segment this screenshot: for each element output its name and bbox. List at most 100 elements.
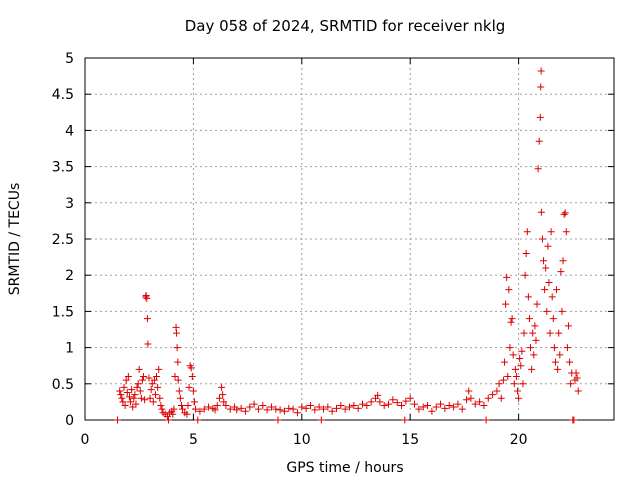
data-point — [148, 380, 156, 388]
data-point — [476, 398, 484, 406]
data-point — [129, 403, 137, 411]
data-point — [374, 391, 382, 399]
data-point — [211, 406, 219, 414]
data-point — [237, 404, 245, 412]
x-tick-labels: 0 5 10 15 20 — [81, 432, 528, 448]
data-point — [346, 403, 353, 411]
data-point — [398, 402, 406, 410]
chart-title: Day 058 of 2024, SRMTID for receiver nkl… — [185, 17, 506, 35]
data-point — [509, 351, 517, 359]
data-point — [226, 405, 234, 413]
data-point — [564, 322, 572, 330]
data-point — [143, 294, 151, 302]
data-point — [298, 403, 306, 411]
data-point — [376, 398, 384, 406]
data-point — [171, 373, 179, 381]
x-axis-label: GPS time / hours — [286, 460, 403, 476]
data-point — [328, 407, 336, 415]
data-point — [510, 380, 518, 388]
data-point — [194, 416, 202, 424]
data-point — [529, 329, 537, 337]
data-point — [215, 394, 223, 402]
data-point — [406, 394, 414, 402]
data-point — [324, 403, 332, 411]
data-point — [114, 416, 122, 424]
data-point — [337, 402, 345, 410]
data-point — [527, 344, 535, 352]
data-point — [550, 344, 558, 352]
y-tick-label: 4 — [65, 123, 74, 139]
data-point — [317, 416, 325, 424]
data-point — [534, 165, 542, 173]
data-point — [515, 394, 523, 402]
data-point — [293, 409, 301, 417]
data-point — [537, 83, 545, 91]
data-point — [149, 398, 157, 406]
data-point — [566, 358, 574, 366]
data-point — [560, 210, 568, 218]
data-point — [189, 387, 197, 395]
y-tick-label: 1 — [65, 341, 74, 357]
data-point — [502, 300, 510, 308]
data-point — [254, 405, 262, 413]
data-point — [200, 405, 208, 413]
data-point — [573, 374, 581, 382]
data-point — [153, 373, 161, 381]
data-point — [136, 387, 144, 395]
data-points — [114, 67, 582, 424]
data-point — [144, 340, 152, 348]
data-point — [549, 315, 557, 323]
data-point — [493, 387, 501, 395]
data-point — [176, 394, 184, 402]
data-point — [179, 405, 187, 413]
data-point — [147, 386, 155, 394]
data-point — [196, 407, 204, 415]
data-point — [120, 383, 128, 391]
data-point — [177, 402, 185, 410]
data-point — [411, 400, 419, 408]
data-point — [402, 397, 410, 405]
data-point — [130, 394, 138, 402]
data-point — [471, 400, 479, 408]
data-point — [562, 228, 570, 236]
data-point — [445, 402, 453, 410]
axis-ticks — [84, 57, 614, 421]
data-point — [505, 286, 513, 294]
data-point — [132, 400, 140, 408]
x-tick-label: 20 — [510, 432, 528, 448]
data-point — [541, 286, 549, 294]
x-tick-label: 10 — [293, 432, 311, 448]
data-point — [512, 373, 520, 381]
data-point — [289, 405, 297, 413]
data-point — [219, 391, 227, 399]
data-point — [567, 380, 575, 388]
y-tick-label: 4.5 — [52, 87, 74, 103]
data-point — [555, 329, 563, 337]
data-point — [508, 315, 516, 323]
data-point — [480, 402, 488, 410]
data-point — [272, 405, 280, 413]
data-point — [495, 380, 503, 388]
data-point — [170, 405, 178, 413]
data-point — [190, 398, 198, 406]
data-point — [157, 402, 165, 410]
data-point — [302, 404, 310, 412]
data-point — [516, 354, 524, 362]
data-point — [385, 400, 393, 408]
y-tick-label: 3 — [65, 196, 74, 212]
data-point — [514, 387, 522, 395]
data-point — [563, 344, 571, 352]
data-point — [306, 402, 314, 410]
data-point — [489, 391, 497, 399]
y-tick-label: 1.5 — [52, 304, 74, 320]
data-point — [561, 209, 569, 217]
data-point — [350, 402, 358, 410]
y-tick-labels: 0 0.5 1 1.5 2 2.5 3 3.5 4 4.5 5 — [52, 51, 74, 429]
data-point — [551, 358, 559, 366]
data-point — [389, 396, 397, 404]
data-point — [121, 402, 129, 410]
data-point — [119, 398, 127, 406]
y-tick-label: 0 — [65, 413, 74, 429]
data-point — [520, 329, 528, 337]
data-point — [118, 394, 126, 402]
